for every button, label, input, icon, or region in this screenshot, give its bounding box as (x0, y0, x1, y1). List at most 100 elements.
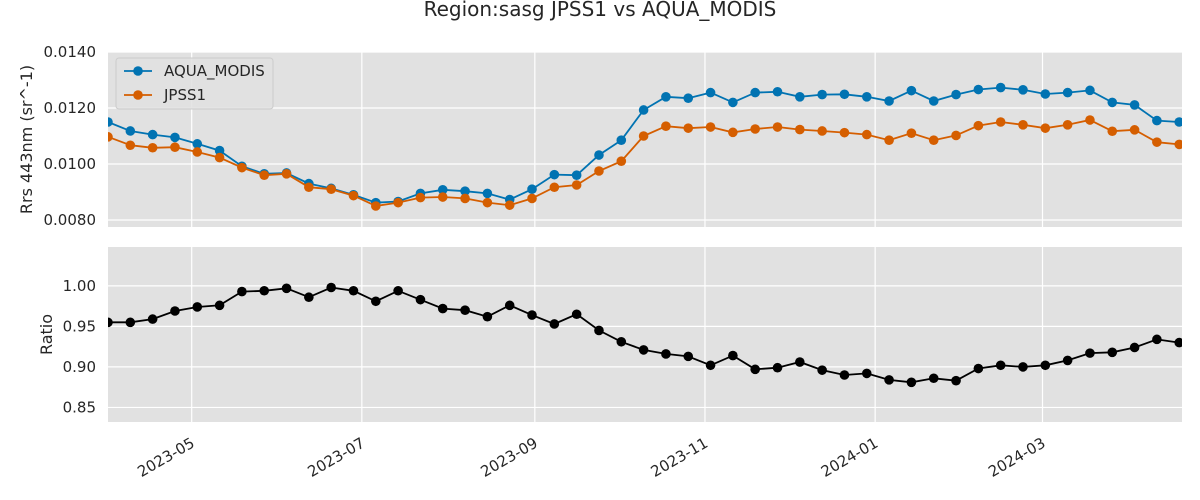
series-ratio (108, 282, 1182, 388)
data-point (147, 142, 158, 153)
legend: AQUA_MODIS JPSS1 (115, 57, 274, 110)
data-point (571, 309, 582, 320)
data-point (772, 362, 783, 373)
data-point (281, 169, 292, 179)
data-point (1174, 117, 1182, 127)
data-point (527, 193, 537, 204)
data-point (437, 192, 448, 202)
x-tick-label: 2023-07 (305, 434, 368, 481)
data-point (817, 89, 827, 100)
data-point (839, 127, 850, 138)
data-point (504, 300, 515, 311)
data-point (1040, 89, 1051, 99)
data-point (170, 132, 180, 143)
data-point (661, 349, 671, 359)
data-point (460, 193, 470, 204)
data-point (795, 92, 805, 102)
y-tick-label: 0.95 (63, 317, 96, 335)
data-point (237, 162, 247, 173)
data-point (214, 300, 225, 311)
y-tick-label: 0.0140 (44, 43, 97, 61)
data-point (1129, 125, 1140, 135)
data-point (750, 364, 760, 375)
data-point (616, 135, 627, 145)
data-point (1018, 362, 1028, 372)
data-point (1174, 337, 1182, 348)
y-tick-label: 1.00 (63, 277, 96, 295)
data-point (1062, 355, 1073, 366)
data-point (1040, 123, 1051, 133)
data-point (326, 282, 336, 293)
data-point (147, 314, 158, 324)
data-point (214, 145, 225, 156)
data-point (437, 184, 448, 195)
data-point (638, 105, 649, 115)
data-point (1018, 120, 1028, 130)
data-point (482, 188, 493, 199)
data-point (549, 182, 560, 193)
data-point (304, 182, 314, 193)
plot-background (108, 247, 1182, 422)
data-point (906, 377, 917, 388)
data-point (638, 131, 649, 141)
data-point (928, 373, 939, 384)
data-point (326, 184, 336, 194)
data-point (705, 360, 716, 371)
data-point (108, 317, 113, 328)
data-point (1174, 139, 1182, 150)
data-point (884, 375, 894, 385)
legend-entry: AQUA_MODIS (164, 62, 265, 81)
data-point (817, 365, 827, 375)
y-tick-label: 0.85 (63, 398, 96, 416)
data-point (616, 156, 627, 166)
data-point (1062, 87, 1073, 98)
data-point (1040, 360, 1051, 371)
data-point (393, 197, 403, 208)
data-point (683, 123, 694, 133)
legend-swatch-marker (133, 66, 143, 76)
panel-1: 0.0080 0.0100 0.0120 0.0140 Rrs 443nm (sr^-1… (17, 43, 1182, 229)
data-point (661, 121, 671, 131)
data-point (214, 152, 225, 163)
legend-entry: JPSS1 (163, 86, 206, 104)
data-point (571, 170, 582, 180)
data-point (527, 184, 537, 194)
data-point (795, 357, 805, 367)
y-tick-label: 0.0080 (44, 211, 97, 229)
data-point (839, 89, 850, 100)
data-point (1152, 137, 1162, 147)
data-point (1152, 334, 1162, 345)
data-point (147, 129, 158, 140)
data-point (1062, 120, 1073, 130)
data-point (594, 325, 604, 336)
data-point (928, 96, 939, 106)
y-axis-label: Ratio (37, 314, 56, 355)
data-point (951, 375, 961, 386)
data-point (504, 200, 515, 210)
data-point (549, 319, 560, 329)
data-point (594, 166, 604, 176)
data-point (108, 117, 113, 127)
data-point (728, 127, 738, 138)
y-tick-label: 0.0100 (44, 155, 97, 173)
legend-box (115, 57, 274, 110)
data-point (1107, 347, 1118, 358)
data-point (995, 360, 1006, 371)
data-point (728, 350, 738, 361)
x-tick-label: 2024-01 (818, 434, 881, 481)
data-point (884, 135, 894, 145)
data-point (928, 135, 939, 145)
data-point (527, 310, 537, 320)
data-point (594, 150, 604, 160)
data-point (415, 294, 426, 305)
x-tick-label: 2023-09 (478, 434, 541, 481)
data-point (259, 170, 270, 180)
data-point (125, 140, 136, 151)
data-point (705, 122, 716, 132)
data-point (728, 97, 738, 108)
data-point (906, 128, 917, 138)
data-point (750, 87, 760, 98)
data-point (482, 311, 493, 322)
data-point (192, 139, 203, 149)
